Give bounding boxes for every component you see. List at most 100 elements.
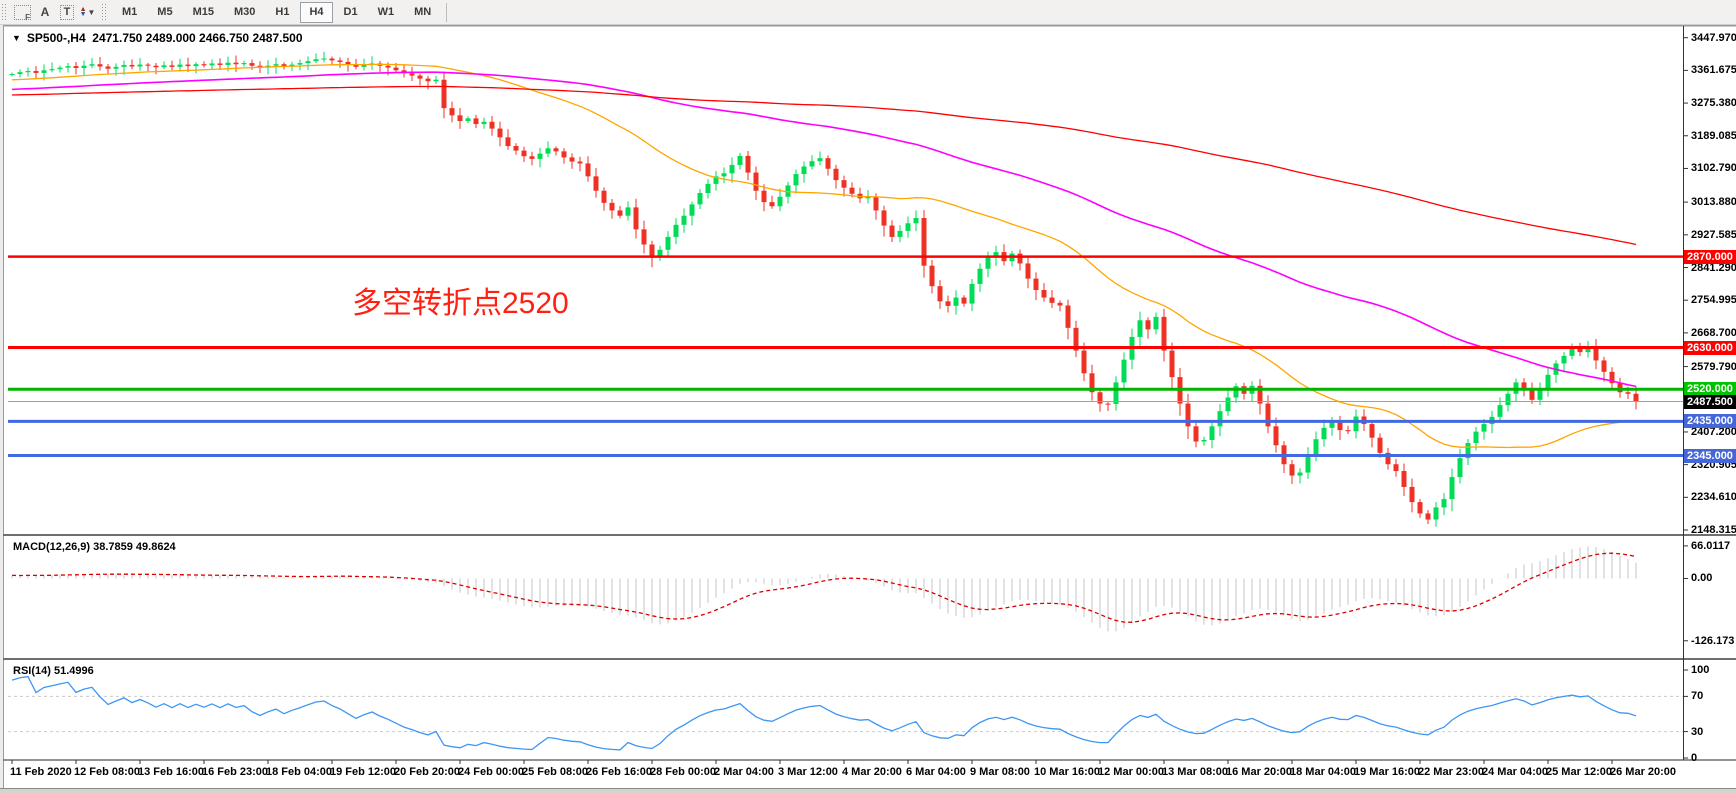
macd-signal-line xyxy=(11,552,1637,623)
candle-body xyxy=(9,74,15,76)
horizontal-level-lines[interactable] xyxy=(8,255,1688,458)
candle-body xyxy=(529,156,535,159)
candle-body xyxy=(137,64,143,67)
candle-body xyxy=(609,202,615,211)
candle-body xyxy=(553,148,559,152)
candle-body xyxy=(737,155,743,165)
candle-body xyxy=(1417,502,1423,514)
toolbar-grip[interactable] xyxy=(2,3,8,21)
candle-body xyxy=(73,66,79,68)
chart-annotation-text[interactable]: 多空转折点2520 xyxy=(352,287,569,320)
price-badge-2630: 2630.000 xyxy=(1684,340,1736,355)
candle-body xyxy=(969,283,975,304)
text-label-tool-button[interactable]: T xyxy=(57,3,77,22)
chart-window[interactable] xyxy=(3,25,1736,788)
chart-title: ▼ SP500-,H4 2471.750 2489.000 2466.750 24… xyxy=(12,31,303,45)
candle-body xyxy=(1257,385,1263,404)
candle-body xyxy=(929,265,935,287)
time-axis[interactable] xyxy=(11,760,1613,764)
timeframe-button-w1[interactable]: W1 xyxy=(377,6,395,18)
candle-body xyxy=(985,257,991,269)
time-axis-label: 25 Mar 12:00 xyxy=(1546,766,1613,778)
candle-body xyxy=(1233,386,1239,398)
candle-body xyxy=(473,118,479,125)
panel-borders xyxy=(3,25,1736,788)
candle-body xyxy=(209,63,215,66)
candle-body xyxy=(1033,278,1039,290)
candle-body xyxy=(1305,454,1311,473)
candle-body xyxy=(761,190,767,203)
time-axis-label: 3 Mar 12:00 xyxy=(778,766,838,778)
candle-body xyxy=(793,174,799,186)
candle-body xyxy=(113,66,119,69)
candle-body xyxy=(617,210,623,216)
price-badge-2520: 2520.000 xyxy=(1684,382,1736,397)
candle-body xyxy=(1145,320,1151,330)
timeframe-button-mn[interactable]: MN xyxy=(414,6,432,18)
candle-body xyxy=(865,196,871,199)
price-badge-2870: 2870.000 xyxy=(1684,249,1736,264)
candle-body xyxy=(1049,297,1055,303)
candle-body xyxy=(1521,382,1527,389)
price-axis-label: 2234.610 xyxy=(1691,491,1736,504)
candle-body xyxy=(1209,426,1215,440)
candle-body xyxy=(1593,347,1599,361)
candle-body xyxy=(1097,392,1103,404)
candle-body xyxy=(569,157,575,162)
cursor-tool-button[interactable]: A xyxy=(35,3,55,22)
candle-body xyxy=(1041,289,1047,298)
candle-body xyxy=(497,128,503,138)
candle-body xyxy=(1393,464,1399,472)
arrows-tool-button[interactable]: ▲ ▼ ▼ xyxy=(79,3,99,22)
price-axis-label: 2579.790 xyxy=(1691,360,1736,373)
chart-dropdown-icon[interactable]: ▼ xyxy=(12,33,21,43)
timeframe-button-m5[interactable]: M5 xyxy=(157,6,173,18)
candle-body xyxy=(953,297,959,306)
macd-histogram[interactable] xyxy=(11,546,1637,632)
candle-body xyxy=(305,61,311,64)
toolbar-separator xyxy=(446,2,448,22)
candle-body xyxy=(777,196,783,207)
candle-body xyxy=(1385,452,1391,465)
time-axis-label: 19 Feb 12:00 xyxy=(330,766,397,778)
timeframe-button-m1[interactable]: M1 xyxy=(122,6,138,18)
timeframe-button-m15[interactable]: M15 xyxy=(192,6,214,18)
candle-body xyxy=(297,63,303,65)
timeframe-button-h4[interactable]: H4 xyxy=(300,1,333,23)
ma-slow-red xyxy=(11,85,1637,246)
candle-body xyxy=(689,204,695,216)
candle-body xyxy=(673,224,679,237)
candle-body xyxy=(1601,360,1607,372)
candle-body xyxy=(361,64,367,67)
candle-body xyxy=(281,64,287,67)
timeframe-button-d1[interactable]: D1 xyxy=(343,6,358,18)
candle-body xyxy=(889,225,895,237)
candle-body xyxy=(1073,327,1079,351)
timeframe-button-h1[interactable]: H1 xyxy=(275,6,290,18)
toolbar-grip-2[interactable] xyxy=(102,3,108,21)
candle-body xyxy=(1265,403,1271,427)
candle-body xyxy=(465,118,471,122)
grid-icon: F xyxy=(14,4,31,22)
timeframe-button-m30[interactable]: M30 xyxy=(233,6,256,18)
price-axis-label: 2927.585 xyxy=(1691,228,1736,241)
candle-body xyxy=(657,249,663,258)
macd-axis-label: 0.00 xyxy=(1691,572,1713,585)
text-tool-icon: T xyxy=(59,4,75,20)
candle-body xyxy=(681,215,687,225)
time-axis-label: 22 Mar 23:00 xyxy=(1418,766,1485,778)
candle-body xyxy=(129,64,135,67)
candle-body xyxy=(57,67,63,70)
candle-body xyxy=(1057,302,1063,306)
candle-body xyxy=(185,64,191,67)
ma-fast-orange xyxy=(11,63,1637,449)
candle-body xyxy=(193,64,199,67)
candle-body xyxy=(481,121,487,125)
candle-body xyxy=(329,58,335,61)
candle-body xyxy=(1065,305,1071,328)
candle-body xyxy=(89,64,95,66)
chart-grid-button[interactable]: F xyxy=(13,3,33,22)
time-axis-label: 24 Mar 04:00 xyxy=(1482,766,1549,778)
time-axis-label: 13 Mar 08:00 xyxy=(1162,766,1229,778)
